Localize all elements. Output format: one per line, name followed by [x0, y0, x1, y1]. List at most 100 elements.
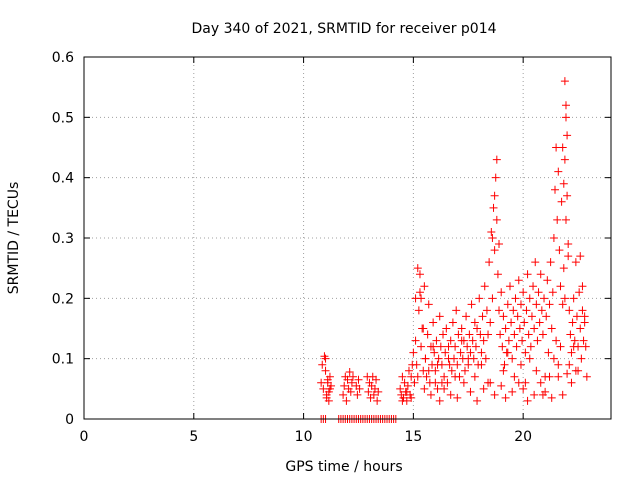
data-point — [481, 354, 490, 363]
data-point — [524, 330, 533, 339]
data-point — [545, 300, 554, 309]
data-point — [369, 390, 378, 399]
data-point — [457, 324, 466, 333]
data-point — [532, 366, 541, 375]
data-point — [473, 396, 482, 405]
data-point — [404, 366, 413, 375]
data-point — [569, 294, 578, 303]
data-point — [547, 393, 556, 402]
data-point — [353, 390, 362, 399]
data-point — [426, 390, 435, 399]
y-tick-label: 0.1 — [52, 352, 74, 368]
data-point — [432, 336, 441, 345]
data-point — [440, 372, 449, 381]
data-point — [411, 294, 420, 303]
data-point — [430, 348, 439, 357]
data-point — [435, 396, 444, 405]
data-point — [482, 306, 491, 315]
data-point — [446, 336, 455, 345]
data-point — [571, 258, 580, 267]
data-point — [510, 372, 519, 381]
data-point — [515, 324, 524, 333]
data-point — [459, 378, 468, 387]
data-point — [346, 387, 355, 396]
data-point — [519, 384, 528, 393]
data-point — [345, 367, 354, 376]
y-tick-label: 0.6 — [52, 50, 74, 66]
data-point — [556, 342, 565, 351]
data-point — [470, 318, 479, 327]
data-point — [480, 282, 489, 291]
data-point — [398, 396, 407, 405]
axis-ticks: 0 5 10 15 20 0 0.1 0.2 0.3 0.4 0.5 0.6 — [52, 50, 611, 445]
data-point — [559, 264, 568, 273]
data-point — [410, 378, 419, 387]
data-point — [495, 240, 504, 249]
data-point — [491, 173, 500, 182]
data-point — [565, 360, 574, 369]
data-point — [492, 215, 501, 224]
data-point — [499, 312, 508, 321]
data-point — [412, 360, 421, 369]
data-point — [543, 276, 552, 285]
data-point — [504, 336, 513, 345]
data-point — [530, 390, 539, 399]
data-point — [473, 324, 482, 333]
data-point — [522, 306, 531, 315]
data-point — [534, 288, 543, 297]
data-point — [493, 270, 502, 279]
data-point — [527, 312, 536, 321]
data-point — [422, 372, 431, 381]
data-point — [526, 342, 535, 351]
data-point — [423, 330, 432, 339]
data-point — [490, 246, 499, 255]
data-point — [572, 312, 581, 321]
data-point — [433, 360, 442, 369]
data-point — [448, 318, 457, 327]
data-point — [325, 384, 334, 393]
data-point — [578, 306, 587, 315]
data-point — [431, 378, 440, 387]
data-point — [568, 318, 577, 327]
data-point — [424, 300, 433, 309]
data-point — [488, 294, 497, 303]
data-point — [537, 306, 546, 315]
data-point — [402, 387, 411, 396]
data-point — [581, 342, 590, 351]
data-point — [340, 381, 349, 390]
data-point — [525, 354, 534, 363]
data-point — [453, 360, 462, 369]
data-point — [563, 369, 572, 378]
data-point — [544, 348, 553, 357]
data-point — [429, 342, 438, 351]
data-point — [445, 360, 454, 369]
y-tick-label: 0.2 — [52, 291, 74, 307]
data-point — [501, 324, 510, 333]
data-point — [557, 197, 566, 206]
data-point — [486, 318, 495, 327]
data-point — [466, 387, 475, 396]
data-point — [536, 378, 545, 387]
data-point — [582, 372, 591, 381]
data-point — [413, 372, 422, 381]
data-point — [541, 387, 550, 396]
data-point — [446, 390, 455, 399]
data-point — [514, 378, 523, 387]
data-point — [520, 318, 529, 327]
data-point — [566, 330, 575, 339]
data-point — [509, 306, 518, 315]
data-point — [508, 354, 517, 363]
data-point — [560, 155, 569, 164]
data-point — [563, 191, 572, 200]
data-point — [343, 375, 352, 384]
data-point — [487, 227, 496, 236]
data-point — [554, 372, 563, 381]
data-point — [415, 270, 424, 279]
data-point — [479, 384, 488, 393]
data-point — [347, 378, 356, 387]
data-point — [415, 288, 424, 297]
data-point — [364, 387, 373, 396]
data-point — [409, 348, 418, 357]
data-point — [435, 312, 444, 321]
data-point — [564, 240, 573, 249]
